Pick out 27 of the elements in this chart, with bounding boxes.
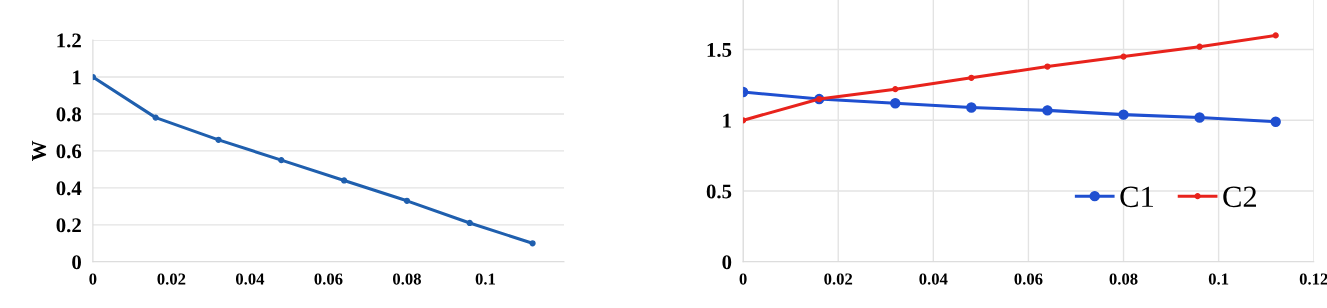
x-tick-label: 0.12 <box>1299 273 1327 285</box>
x-tick-label: 0.06 <box>314 273 343 285</box>
x-tick-label: 0.1 <box>1208 273 1229 285</box>
x-tick-label: 0.06 <box>1014 273 1043 285</box>
legend-label: C2 <box>1223 186 1257 208</box>
x-tick-label: 0.02 <box>157 273 186 285</box>
y-tick-label: 1.2 <box>57 33 81 48</box>
y-tick-label: 1 <box>73 70 81 85</box>
x-tick-label: 0.1 <box>475 273 496 285</box>
x-tick-label: 0.02 <box>824 273 853 285</box>
y-tick-label: 0 <box>72 255 81 270</box>
y-tick-label: 1.5 <box>707 43 732 58</box>
y-tick-label: 1 <box>723 113 731 128</box>
x-tick-label: 0.08 <box>1109 273 1138 285</box>
y-tick-label: 0 <box>722 255 732 270</box>
y-tick-label: 0.2 <box>56 218 81 233</box>
x-tick-label: 0.08 <box>393 273 421 285</box>
y-tick-label: 0.5 <box>706 184 732 199</box>
x-tick-label: 0 <box>739 273 747 285</box>
y-tick-label: 0.6 <box>56 144 82 159</box>
x-tick-label: 0.04 <box>235 273 265 285</box>
x-tick-label: 0 <box>89 273 97 285</box>
y-tick-label: 0.8 <box>56 107 82 122</box>
y-axis-title: W <box>32 140 47 162</box>
y-tick-label: 0.4 <box>56 181 82 196</box>
legend-label: C1 <box>1120 186 1153 208</box>
x-tick-label: 0.04 <box>919 273 948 285</box>
